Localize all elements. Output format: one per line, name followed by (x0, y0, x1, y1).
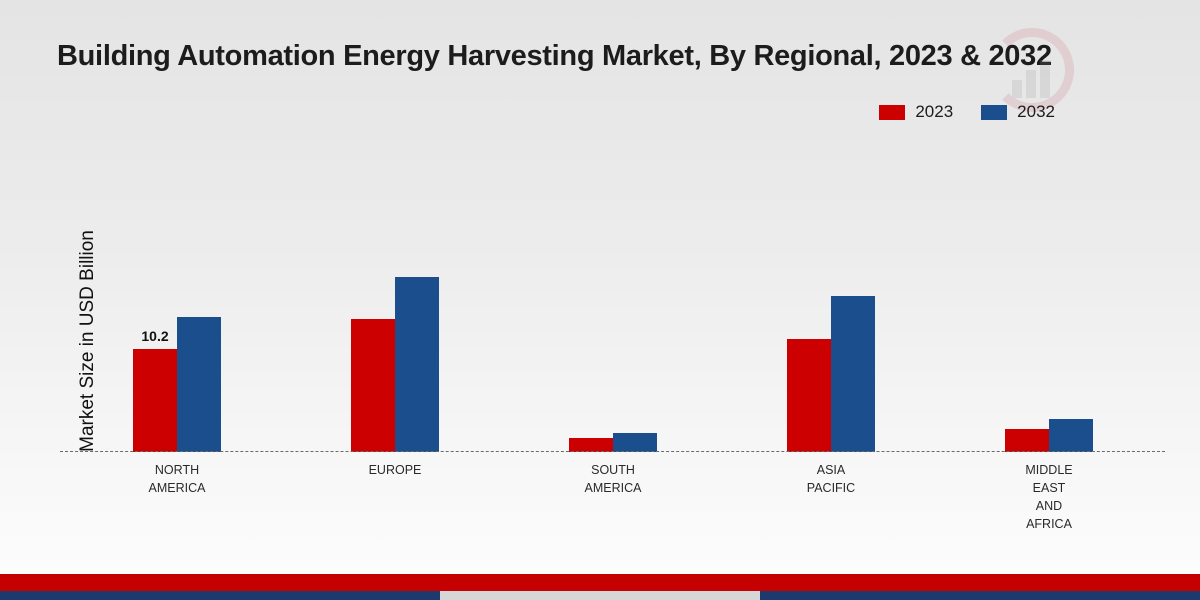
bar-2032 (831, 296, 875, 452)
bar-group: EUROPE (286, 150, 504, 477)
legend-label-2023: 2023 (915, 102, 954, 121)
category-label: SOUTH AMERICA (584, 463, 642, 496)
bar-2032 (613, 433, 657, 452)
legend-label-2032: 2032 (1017, 102, 1055, 121)
bar-group: 10.2 NORTH AMERICA (68, 150, 286, 495)
bar-group: MIDDLE EAST AND AFRICA (940, 150, 1158, 531)
bar-2023: 10.2 (133, 328, 177, 452)
category-label: NORTH AMERICA (148, 463, 206, 496)
footer-red-stripe (0, 574, 1200, 591)
legend-item-2023: 2023 (879, 102, 953, 122)
chart-title: Building Automation Energy Harvesting Ma… (57, 40, 1052, 72)
bar-value-label: 10.2 (141, 328, 169, 344)
plot-area: 10.2 NORTH AMERICA EUROPE SOUTH AMERICA ASIA… (68, 150, 1158, 531)
bar-2023 (787, 339, 831, 452)
bar-2023 (1005, 429, 1049, 452)
bar-2032 (395, 277, 439, 452)
category-label: ASIA PACIFIC (806, 463, 856, 496)
bar-2023 (351, 319, 395, 452)
legend: 2023 2032 (879, 102, 1055, 122)
x-axis-baseline (60, 451, 1165, 452)
legend-item-2032: 2032 (981, 102, 1055, 122)
legend-swatch-2023 (879, 104, 906, 120)
legend-swatch-2032 (981, 104, 1008, 120)
bar-group: SOUTH AMERICA (504, 150, 722, 495)
bars-row: 10.2 NORTH AMERICA EUROPE SOUTH AMERICA ASIA… (68, 150, 1158, 531)
bar-group: ASIA PACIFIC (722, 150, 940, 495)
bar-2032 (1049, 419, 1093, 452)
category-label: EUROPE (368, 463, 422, 477)
bar-2023 (569, 438, 613, 452)
watermark-logo-icon (990, 28, 1082, 120)
footer-gray-block (440, 591, 760, 600)
bar-2032 (177, 317, 221, 452)
category-label: MIDDLE EAST AND AFRICA (1025, 463, 1073, 532)
